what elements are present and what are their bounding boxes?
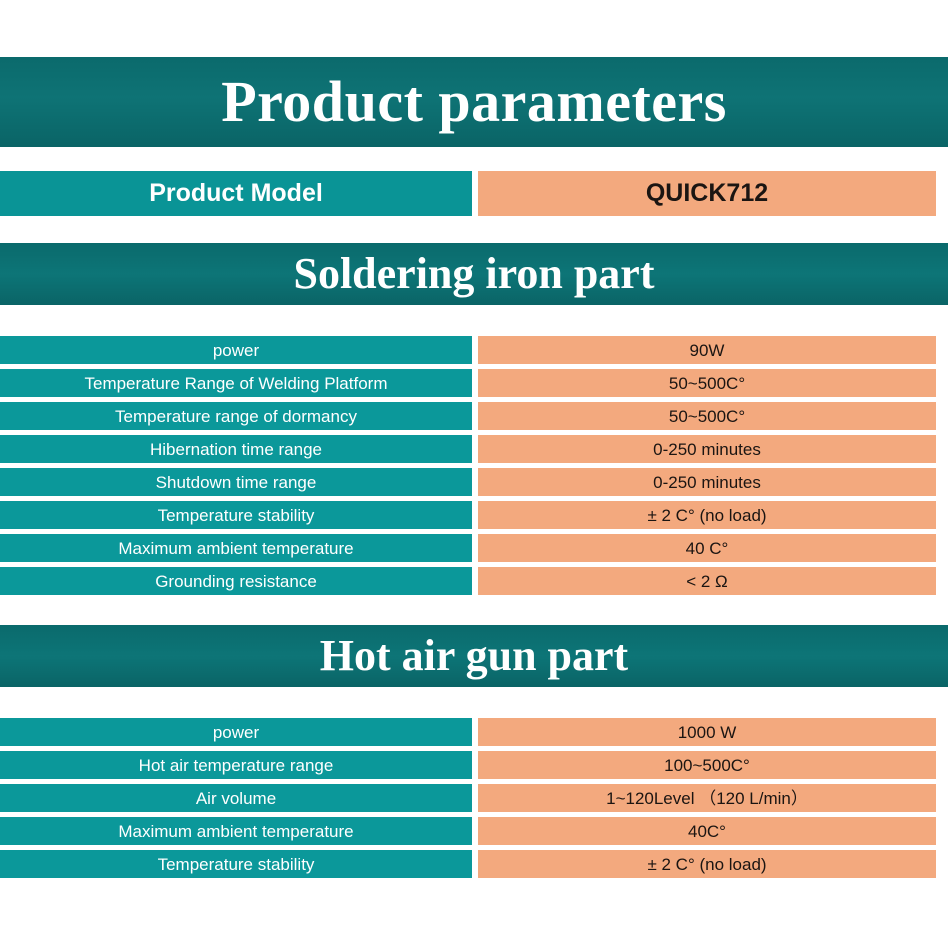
row-value-cell: 50~500C° [478, 402, 936, 430]
table-row: Maximum ambient temperature 40C° [0, 817, 948, 845]
product-model-value-cell: QUICK712 [478, 171, 936, 216]
row-value-cell: 40C° [478, 817, 936, 845]
row-label-cell: Temperature range of dormancy [0, 402, 472, 430]
row-value-cell: 0-250 minutes [478, 468, 936, 496]
table-row: Air volume 1~120Level （120 L/min） [0, 784, 948, 812]
table-row: Shutdown time range 0-250 minutes [0, 468, 948, 496]
table-row: Hot air temperature range 100~500C° [0, 751, 948, 779]
row-value: < 2 Ω [686, 571, 728, 591]
row-label-cell: Temperature stability [0, 501, 472, 529]
row-label: Temperature stability [157, 854, 315, 874]
row-label-cell: power [0, 718, 472, 746]
row-label: Maximum ambient temperature [118, 821, 354, 841]
row-label: Temperature Range of Welding Platform [84, 373, 388, 393]
row-label-cell: Shutdown time range [0, 468, 472, 496]
row-value-cell: ± 2 C° (no load) [478, 501, 936, 529]
row-label-cell: Temperature stability [0, 850, 472, 878]
section-heading-soldering-iron: Soldering iron part [0, 243, 948, 305]
table-row: Temperature stability ± 2 C° (no load) [0, 501, 948, 529]
page-title: Product parameters [221, 69, 727, 134]
table-row: Temperature stability ± 2 C° (no load) [0, 850, 948, 878]
section-title-soldering-iron: Soldering iron part [293, 249, 655, 298]
row-label-cell: Hot air temperature range [0, 751, 472, 779]
row-value-cell: 1000 W [478, 718, 936, 746]
row-value-cell: 100~500C° [478, 751, 936, 779]
table-row: Grounding resistance < 2 Ω [0, 567, 948, 595]
row-label-cell: Air volume [0, 784, 472, 812]
row-label-cell: Grounding resistance [0, 567, 472, 595]
table-row-product-model: Product Model QUICK712 [0, 171, 948, 216]
table-row: Temperature range of dormancy 50~500C° [0, 402, 948, 430]
row-label-cell: power [0, 336, 472, 364]
row-label: Maximum ambient temperature [118, 538, 354, 558]
row-label: Hot air temperature range [138, 755, 334, 775]
row-value: 40C° [688, 821, 726, 841]
row-value: 1000 W [677, 722, 737, 742]
row-label: power [212, 340, 260, 360]
table-row: Hibernation time range 0-250 minutes [0, 435, 948, 463]
row-label: Air volume [195, 788, 277, 808]
row-value: 90W [689, 340, 725, 360]
row-label-cell: Temperature Range of Welding Platform [0, 369, 472, 397]
row-value: 50~500C° [668, 406, 746, 426]
row-value: ± 2 C° (no load) [647, 854, 767, 874]
row-value-cell: 1~120Level （120 L/min） [478, 784, 936, 812]
row-value-cell: 50~500C° [478, 369, 936, 397]
row-value-cell: 90W [478, 336, 936, 364]
row-label: Hibernation time range [150, 439, 322, 459]
table-row: power 90W [0, 336, 948, 364]
row-value-cell: ± 2 C° (no load) [478, 850, 936, 878]
row-label: Temperature stability [157, 505, 315, 525]
row-label-cell: Maximum ambient temperature [0, 817, 472, 845]
product-model-value: QUICK712 [645, 179, 769, 207]
row-value-cell: 0-250 minutes [478, 435, 936, 463]
row-value: 0-250 minutes [653, 472, 761, 492]
table-row: Maximum ambient temperature 40 C° [0, 534, 948, 562]
product-model-label-cell: Product Model [0, 171, 472, 216]
row-value-cell: < 2 Ω [478, 567, 936, 595]
row-value: 1~120Level （120 L/min） [606, 788, 808, 808]
table-row: Temperature Range of Welding Platform 50… [0, 369, 948, 397]
row-label: Shutdown time range [155, 472, 317, 492]
table-row: power 1000 W [0, 718, 948, 746]
row-value: 40 C° [685, 538, 729, 558]
section-heading-hot-air-gun: Hot air gun part [0, 625, 948, 687]
row-label-cell: Maximum ambient temperature [0, 534, 472, 562]
row-value: ± 2 C° (no load) [647, 505, 767, 525]
section-title-hot-air-gun: Hot air gun part [319, 631, 629, 680]
page-title-band: Product parameters [0, 57, 948, 147]
row-value-cell: 40 C° [478, 534, 936, 562]
row-value: 50~500C° [668, 373, 746, 393]
product-model-label: Product Model [149, 179, 323, 207]
row-label-cell: Hibernation time range [0, 435, 472, 463]
row-value: 100~500C° [664, 755, 750, 775]
row-value: 0-250 minutes [653, 439, 761, 459]
row-label: Temperature range of dormancy [115, 406, 357, 426]
row-label: power [212, 722, 260, 742]
row-label: Grounding resistance [155, 571, 317, 591]
